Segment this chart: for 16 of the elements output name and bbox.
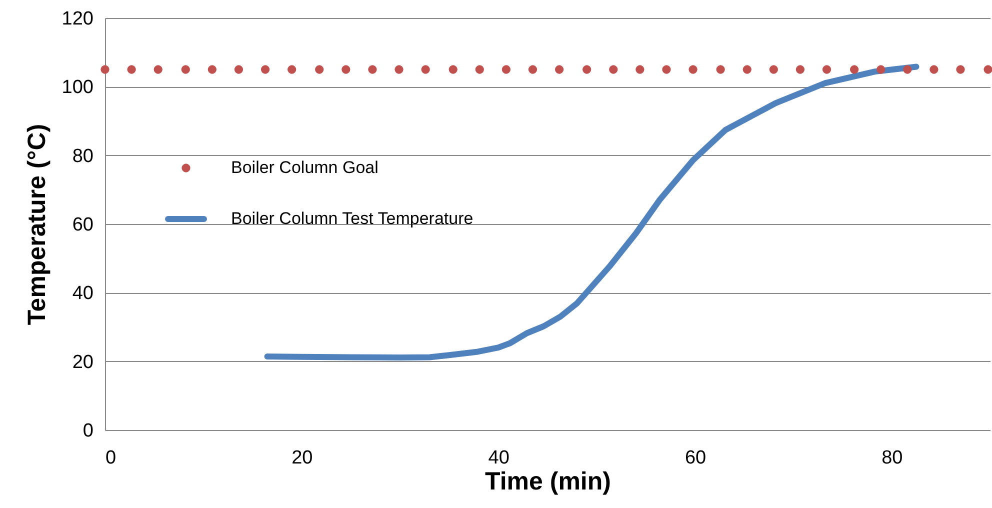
- x-tick-label: 60: [684, 448, 706, 468]
- x-tick-label: 80: [882, 448, 903, 468]
- y-axis-title: Temperature (°C): [22, 124, 51, 326]
- y-tick-label: 20: [72, 352, 94, 373]
- y-tick-label: 100: [62, 77, 94, 98]
- x-axis-title: Time (min): [485, 468, 611, 496]
- legend-label: Boiler Column Goal: [231, 158, 378, 177]
- legend-label: Boiler Column Test Temperature: [231, 209, 474, 228]
- x-tick-label: 0: [106, 448, 116, 468]
- y-tick-label: 80: [72, 146, 94, 167]
- y-tick-label: 120: [62, 8, 94, 30]
- y-tick-label: 40: [72, 283, 94, 304]
- y-tick-label: 0: [82, 420, 94, 442]
- x-tick-label: 20: [292, 448, 313, 468]
- y-tick-label: 60: [72, 214, 94, 236]
- x-tick-label: 40: [488, 448, 510, 468]
